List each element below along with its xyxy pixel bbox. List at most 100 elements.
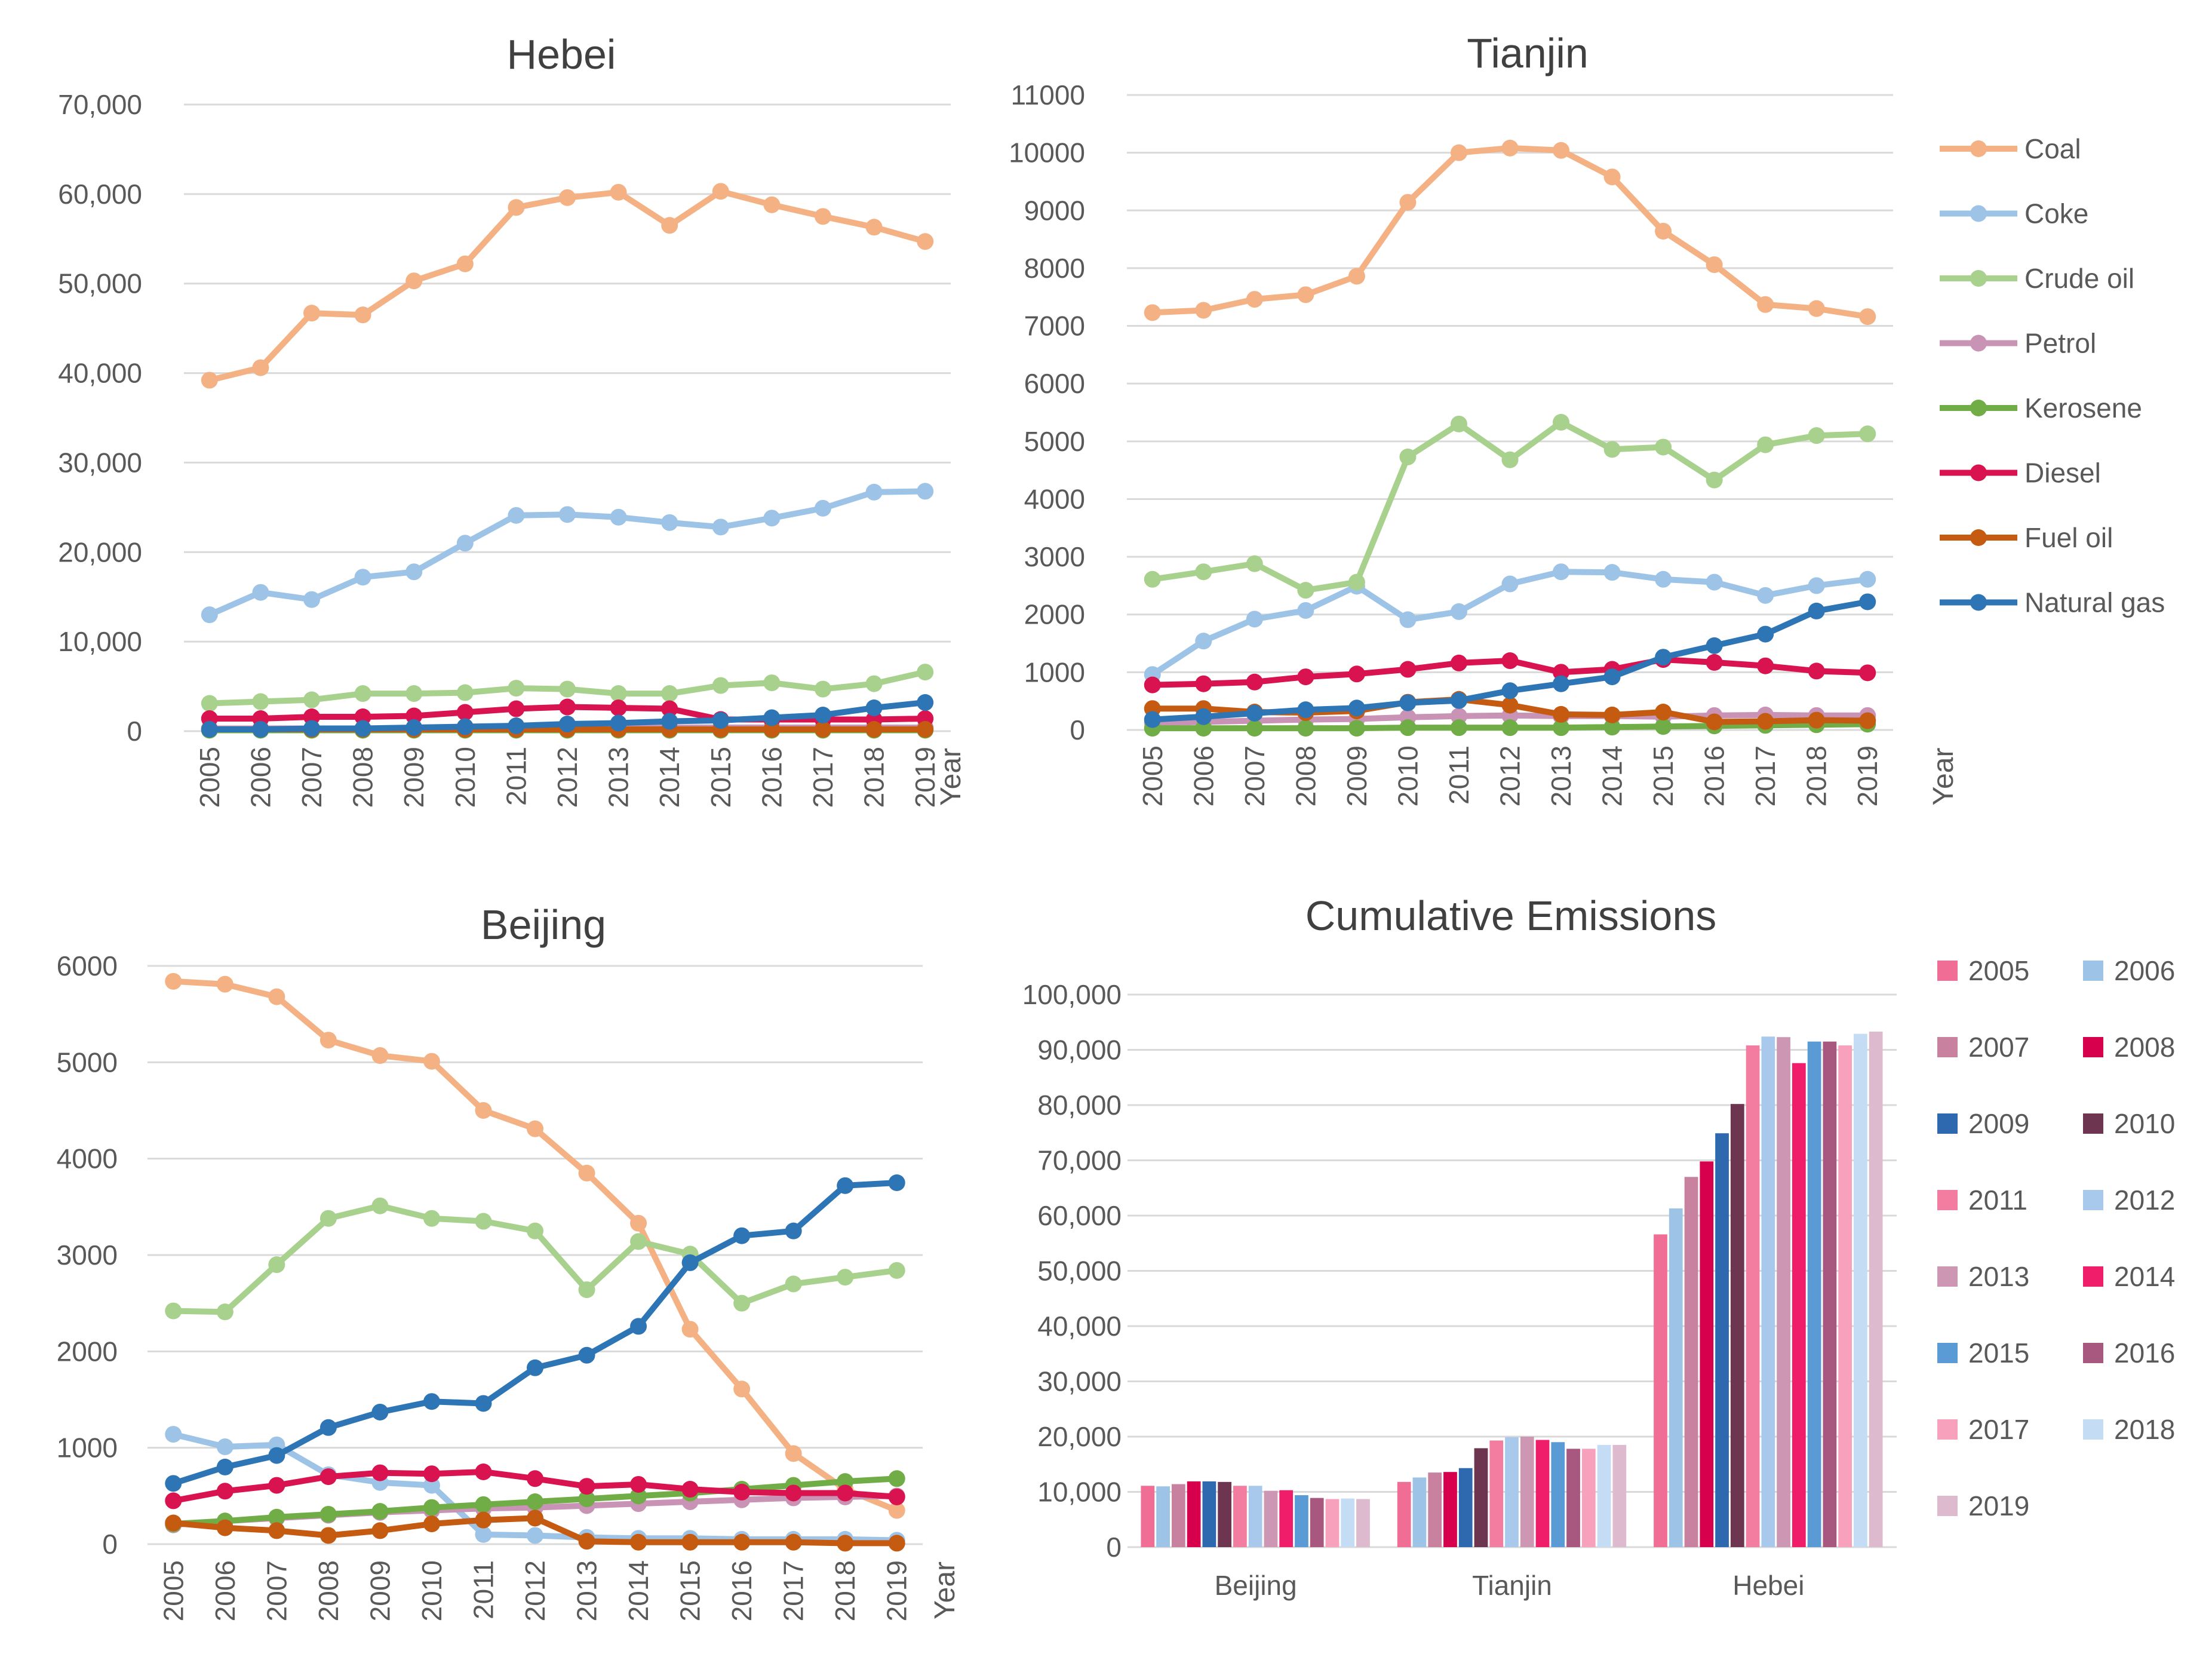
- data-point: [1757, 657, 1774, 674]
- y-tick-label: 40,000: [58, 358, 142, 389]
- data-point: [1297, 701, 1314, 719]
- y-tick-label: 10000: [1009, 137, 1085, 168]
- data-point: [1195, 633, 1212, 650]
- x-tick-label: 2015: [1648, 745, 1679, 806]
- data-point: [252, 584, 269, 601]
- series-diesel: [1144, 651, 1876, 694]
- bar-tianjin-2016: [1566, 1449, 1580, 1547]
- data-point: [475, 1511, 492, 1529]
- data-point: [423, 1515, 440, 1533]
- data-point: [1706, 713, 1723, 731]
- data-point: [1501, 697, 1519, 714]
- data-point: [508, 717, 525, 735]
- bar-tianjin-2019: [1612, 1444, 1627, 1547]
- legend-item-2017: 2017: [1937, 1414, 2029, 1445]
- legend-label: 2017: [1968, 1414, 2029, 1445]
- data-point: [1195, 563, 1212, 581]
- legend-item-2016: 2016: [2083, 1337, 2175, 1369]
- bar-hebei-2017: [1838, 1045, 1852, 1547]
- data-point: [681, 1481, 699, 1498]
- data-point: [837, 1177, 854, 1194]
- bar-hebei-2007: [1684, 1177, 1698, 1547]
- data-point: [1706, 256, 1723, 274]
- legend-item-2005: 2005: [1937, 955, 2029, 986]
- data-point: [837, 1473, 854, 1490]
- data-point: [303, 708, 320, 726]
- data-point: [268, 1522, 285, 1539]
- data-point: [201, 606, 218, 624]
- data-point: [1553, 413, 1570, 431]
- data-point: [681, 1321, 699, 1338]
- bar-hebei-2013: [1777, 1037, 1790, 1547]
- data-point: [527, 1509, 543, 1527]
- data-point: [1757, 436, 1774, 453]
- legend-label: Coke: [2024, 198, 2088, 229]
- data-point: [712, 677, 729, 694]
- series-coal: [1144, 139, 1876, 326]
- data-point: [1348, 665, 1365, 683]
- legend-item-petrol: Petrol: [1940, 328, 2096, 359]
- legend-swatch-marker: [1970, 335, 1987, 352]
- legend-item-2007: 2007: [1937, 1032, 2029, 1063]
- data-point: [201, 372, 218, 389]
- data-point: [763, 196, 781, 213]
- data-point: [1655, 718, 1672, 735]
- data-point: [1348, 720, 1365, 737]
- data-point: [216, 975, 234, 993]
- data-point: [319, 1032, 337, 1049]
- data-point: [559, 698, 576, 716]
- data-point: [268, 1477, 285, 1494]
- data-point: [456, 684, 474, 701]
- data-point: [1859, 664, 1876, 682]
- data-point: [527, 1493, 543, 1511]
- y-tick-label: 50,000: [58, 268, 142, 299]
- y-tick-label: 6000: [1024, 368, 1085, 399]
- y-tick-label: 100,000: [1022, 979, 1122, 1010]
- data-point: [1195, 720, 1212, 737]
- legend-label: Petrol: [2024, 328, 2096, 359]
- data-point: [216, 1483, 234, 1500]
- data-point: [268, 1256, 285, 1274]
- data-point: [815, 680, 831, 698]
- legend-label: Crude oil: [2024, 263, 2134, 294]
- chart-cumulative-emissions: Cumulative Emissions 0 10,000 20,000 30,000 4…: [1022, 892, 1897, 1601]
- data-point: [527, 1222, 543, 1239]
- bar-beijing-2005: [1141, 1486, 1155, 1547]
- data-point: [1195, 675, 1212, 692]
- data-point: [1297, 582, 1314, 599]
- data-point: [1808, 427, 1825, 444]
- x-tick-label: 2011: [468, 1560, 499, 1619]
- y-tick-label: 30,000: [58, 447, 142, 478]
- data-point: [1501, 719, 1519, 737]
- data-point: [1144, 304, 1161, 321]
- series-crude-oil: [1144, 413, 1876, 599]
- data-point: [354, 569, 371, 586]
- data-point: [423, 1210, 440, 1227]
- data-point: [578, 1478, 595, 1495]
- data-point: [423, 1499, 440, 1516]
- bar-tianjin-2005: [1397, 1481, 1411, 1547]
- x-tick-label: 2018: [859, 747, 890, 808]
- y-tick-label: 3000: [57, 1239, 118, 1271]
- data-point: [1297, 286, 1314, 303]
- x-axis-title: Year: [929, 1561, 961, 1619]
- x-tick-label: 2012: [552, 747, 583, 808]
- data-point: [1655, 704, 1672, 721]
- x-tick-label: 2017: [807, 747, 838, 808]
- data-point: [423, 1393, 440, 1410]
- bar-hebei-2012: [1761, 1036, 1775, 1547]
- y-tick-label: 4000: [1024, 483, 1085, 514]
- x-tick-label: 2015: [675, 1560, 706, 1621]
- data-point: [303, 305, 320, 322]
- data-point: [1450, 603, 1467, 620]
- x-tick-label: 2010: [1392, 745, 1423, 806]
- y-tick-label: 9000: [1024, 195, 1085, 226]
- bar-hebei-2014: [1792, 1063, 1806, 1547]
- data-point: [165, 1475, 182, 1492]
- series-line: [1149, 145, 1871, 320]
- x-tick-label: 2009: [398, 747, 429, 808]
- data-point: [785, 1445, 802, 1462]
- legend-item-fuel-oil: Fuel oil: [1940, 522, 2113, 553]
- y-tick-label: 5000: [1024, 426, 1085, 457]
